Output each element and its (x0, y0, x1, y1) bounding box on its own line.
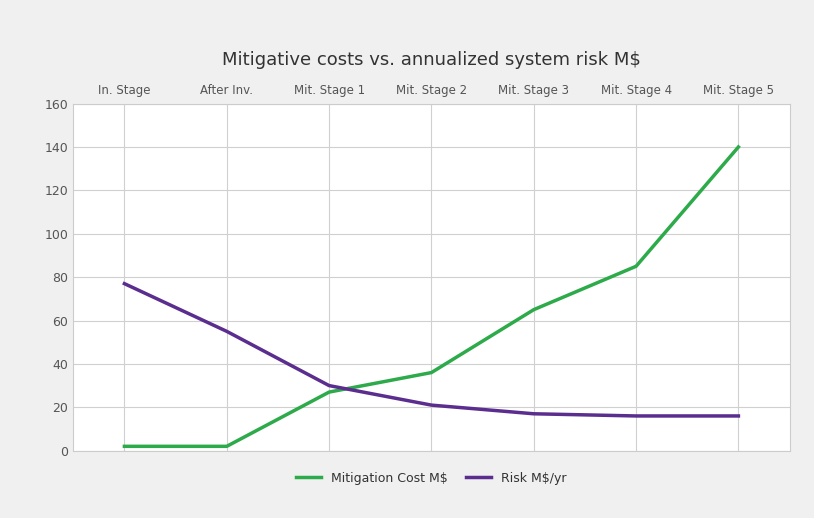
Title: Mitigative costs vs. annualized system risk M$: Mitigative costs vs. annualized system r… (222, 51, 641, 69)
Mitigation Cost M$ (631, 263, 641, 269)
Line: Risk M$/yr: Risk M$/yr (125, 284, 738, 416)
Risk M$/yr (120, 281, 129, 287)
Mitigation Cost M$ (222, 443, 232, 450)
Risk M$/yr (529, 411, 539, 417)
Mitigation Cost M$ (733, 144, 743, 150)
Risk M$/yr (427, 402, 436, 408)
Mitigation Cost M$ (324, 389, 334, 395)
Risk M$/yr (324, 382, 334, 388)
Risk M$/yr (733, 413, 743, 419)
Mitigation Cost M$ (529, 307, 539, 313)
Mitigation Cost M$ (120, 443, 129, 450)
Risk M$/yr (222, 328, 232, 335)
Line: Mitigation Cost M$: Mitigation Cost M$ (125, 147, 738, 447)
Risk M$/yr (631, 413, 641, 419)
Legend: Mitigation Cost M$, Risk M$/yr: Mitigation Cost M$, Risk M$/yr (291, 467, 572, 490)
Mitigation Cost M$ (427, 369, 436, 376)
